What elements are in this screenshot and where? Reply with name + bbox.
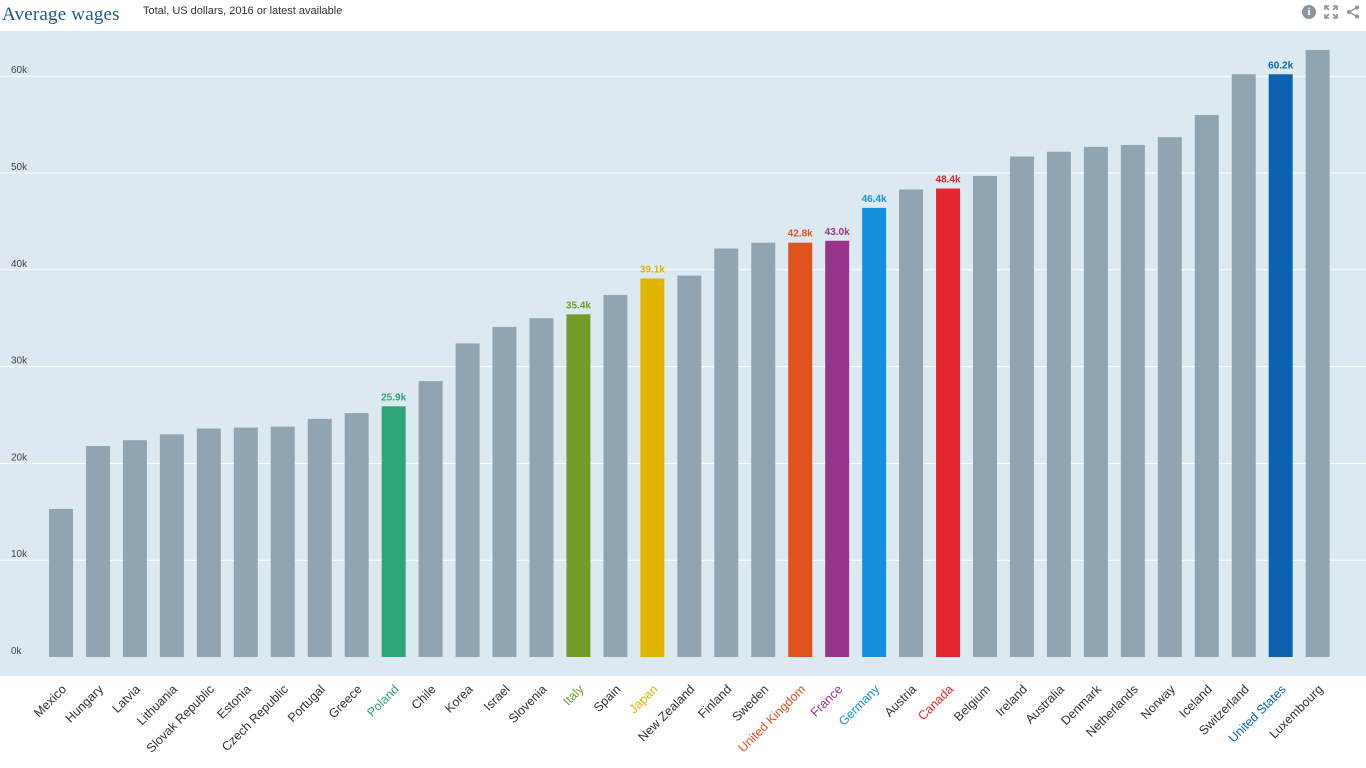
share-icon[interactable] [1346,5,1360,19]
bar-czech-republic[interactable] [270,426,295,657]
x-tick-label-japan: Japan [626,682,660,716]
bar-slovenia[interactable] [529,318,554,657]
x-tick-label-italy: Italy [560,682,587,709]
expand-icon-glyph [1324,5,1338,19]
x-tick-label-canada: Canada [915,682,956,723]
bar-mexico[interactable] [49,508,73,657]
bar-portugal[interactable] [307,418,332,657]
bar-norway[interactable] [1157,137,1182,657]
bar-iceland[interactable] [1194,114,1219,658]
data-label-united-states: 60.2k [1268,60,1293,71]
bar-sweden[interactable] [751,242,776,658]
y-tick-label: 0k [11,646,23,657]
x-tick-label-slovenia: Slovenia [506,682,550,726]
bar-new-zealand[interactable] [677,275,702,657]
x-tick-label-poland: Poland [364,682,401,719]
bar-korea[interactable] [455,343,480,657]
bar-estonia[interactable] [233,427,258,657]
bar-canada[interactable] [936,188,961,657]
x-tick-label-portugal: Portugal [285,682,328,725]
y-tick-label: 10k [11,549,28,560]
bar-switzerland[interactable] [1231,74,1256,658]
y-tick-label: 40k [11,259,28,270]
share-icon-glyph [1347,5,1359,19]
data-label-france: 43.0k [825,227,850,238]
bar-germany[interactable] [862,207,887,657]
bar-ireland[interactable] [1009,156,1034,657]
bar-israel[interactable] [492,326,517,657]
bar-hungary[interactable] [85,445,110,657]
x-tick-label-greece: Greece [326,682,365,721]
chart-title: Average wages [2,4,120,25]
x-tick-label-austria: Austria [882,682,919,719]
bars [49,50,1330,658]
x-tick-label-belgium: Belgium [951,682,993,724]
x-tick-label-slovak-republic: Slovak Republic [144,682,217,755]
bar-denmark[interactable] [1083,146,1108,657]
x-tick-label-korea: Korea [442,682,476,716]
y-axis-ticks: 0k 10k 20k 30k 40k 50k 60k [11,65,28,657]
x-tick-label-czech-republic: Czech Republic [219,682,291,754]
bar-luxembourg[interactable] [1305,50,1330,657]
data-label-canada: 48.4k [936,174,961,185]
bar-lithuania[interactable] [159,434,184,657]
x-tick-label-united-kingdom: United Kingdom [736,682,809,755]
x-tick-label-latvia: Latvia [110,682,144,716]
x-tick-label-finland: Finland [696,682,735,721]
data-label-italy: 35.4k [566,300,591,311]
bar-italy[interactable] [566,314,591,657]
bar-netherlands[interactable] [1120,144,1145,658]
bar-poland[interactable] [381,406,406,657]
y-tick-label: 60k [11,65,28,76]
x-tick-label-hungary: Hungary [63,682,107,726]
info-icon[interactable]: i [1302,5,1316,19]
chart-subtitle: Total, US dollars, 2016 or latest availa… [143,5,343,17]
bar-united-kingdom[interactable] [788,242,813,658]
x-tick-label-norway: Norway [1138,682,1178,722]
x-tick-label-spain: Spain [591,682,624,715]
data-label-united-kingdom: 42.8k [788,229,813,240]
data-labels: 25.9k 35.4k 39.1k 42.8k 43.0k 46.4k 48.4k 60.2k [381,60,1294,403]
data-label-poland: 25.9k [381,392,406,403]
bar-spain[interactable] [603,294,628,657]
bar-latvia[interactable] [122,440,147,657]
y-tick-label: 30k [11,356,28,367]
y-tick-label: 20k [11,452,28,463]
bar-slovak-republic[interactable] [196,428,221,657]
bar-greece[interactable] [344,413,369,657]
x-tick-label-israel: Israel [481,682,513,714]
data-label-japan: 39.1k [640,265,665,276]
bar-chile[interactable] [418,381,443,657]
bar-japan[interactable] [640,278,665,657]
expand-icon[interactable] [1324,5,1338,19]
bar-finland[interactable] [714,248,739,657]
data-label-germany: 46.4k [862,194,887,205]
bar-belgium[interactable] [973,175,997,658]
bar-australia[interactable] [1046,151,1071,658]
x-tick-label-chile: Chile [409,682,439,712]
bar-austria[interactable] [899,189,924,657]
x-tick-label-germany: Germany [836,682,883,729]
bar-france[interactable] [825,240,850,657]
y-tick-label: 50k [11,162,28,173]
bar-united-states[interactable] [1268,74,1293,658]
chart-header: Average wages Total, US dollars, 2016 or… [0,0,1366,30]
